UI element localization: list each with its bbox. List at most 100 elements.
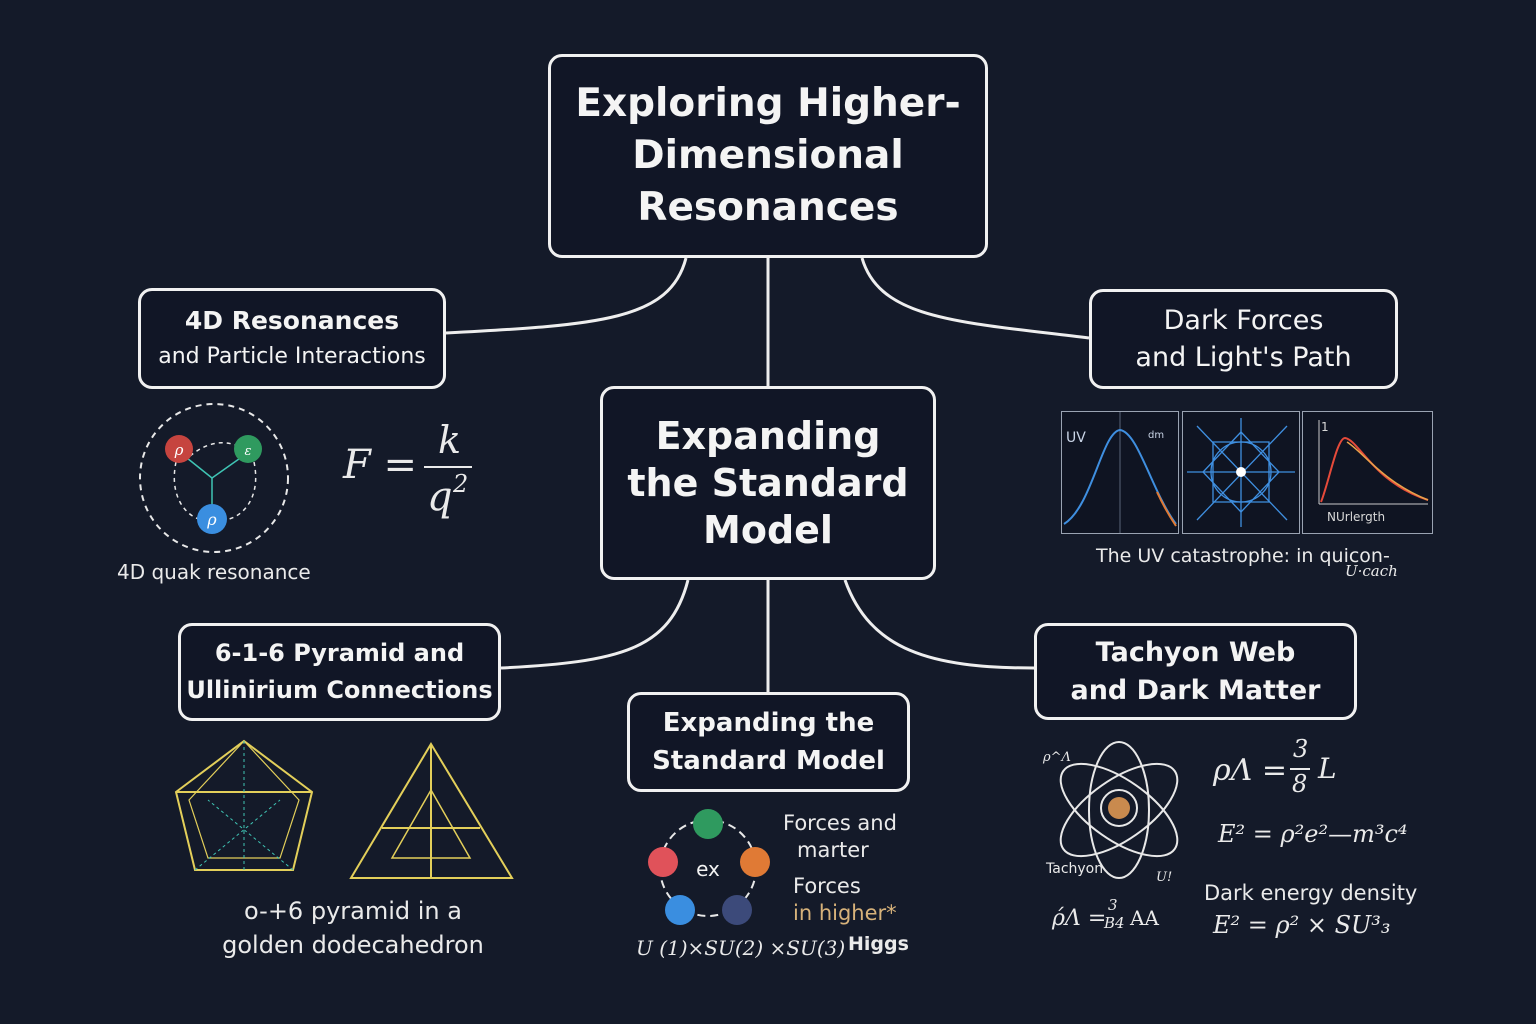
center-line-2: the Standard: [627, 460, 909, 505]
dodecahedron-inner: [188, 740, 300, 859]
connectors: [445, 257, 1090, 692]
uv-plot-curve: [1063, 428, 1177, 525]
standard-model-line-1: Expanding the: [662, 708, 875, 738]
quark-link-left: [173, 461, 206, 521]
uv-plot-tail: [1156, 491, 1177, 527]
tachyon-line-1: Tachyon Web: [1095, 636, 1296, 668]
forces-matter-text: Forces and marter: [783, 810, 897, 864]
spectrum-thumbnail: 1 NUrlergth: [1302, 411, 1433, 534]
eq3-lhs: ρ́Λ =: [1052, 906, 1107, 931]
forces-higher-line-1: Forces: [793, 874, 861, 898]
center-node: Expanding the Standard Model: [600, 386, 936, 580]
higgs-label: Higgs: [848, 933, 909, 955]
center-line-1: Expanding: [655, 413, 881, 458]
atom-label-top: ρ^Λ: [1043, 750, 1071, 765]
formula-lhs: F =: [343, 442, 417, 488]
standard-model-line-2: Standard Model: [652, 746, 885, 776]
eq1-num: 3: [1293, 735, 1309, 763]
star-circle: [1210, 441, 1272, 503]
atom-orbit-1: [1059, 762, 1179, 858]
resonance-dashed-circle: [139, 403, 289, 553]
particle-red: [648, 847, 678, 877]
atom-orbit-3: [1088, 741, 1150, 879]
eq1-rhs: L: [1318, 752, 1337, 785]
resonances-4d-node: 4D Resonances and Particle Interactions: [138, 288, 446, 389]
connector-center-pyramid: [500, 579, 690, 670]
pyramid-caption: o-+6 pyramid in a golden dodecahedron: [218, 894, 488, 962]
tachyon-node: Tachyon Web and Dark Matter: [1034, 623, 1357, 720]
particle-blue: [665, 895, 695, 925]
formula-fraction-bar: [424, 466, 472, 468]
spectrum-plot: [1318, 420, 1429, 505]
star-core: [1236, 467, 1246, 477]
quark-resonance-diagram: ρ ε ρ: [139, 403, 289, 553]
pyramid-caption-line-2: golden dodecahedron: [222, 931, 484, 959]
atom-label: Tachyon: [1046, 861, 1104, 877]
green-quark-label: ε: [245, 444, 252, 459]
blue-quark-label: ρ: [206, 510, 217, 529]
particle-orange: [740, 847, 770, 877]
dodecahedron-diagonal-2: [207, 799, 294, 871]
atom-nucleus: [1108, 797, 1130, 819]
quark-link-right: [221, 461, 257, 521]
atom-orbit-2: [1059, 762, 1179, 858]
gauge-group: U (1)×SU(2) ×SU(3): [636, 936, 846, 960]
dark-forces-caption-2: U·cach: [1345, 562, 1398, 580]
star-web-thumbnail: [1182, 411, 1300, 534]
atom-label-bottom: U!: [1156, 870, 1173, 885]
eq1-fraction-bar: [1290, 768, 1310, 770]
eq1-den: 8: [1292, 770, 1308, 798]
pyramid-line-1: 6-1-6 Pyramid and: [214, 639, 465, 667]
formula-exponent: 2: [453, 470, 469, 498]
resonances-4d-line-2: and Particle Interactions: [158, 343, 426, 369]
uv-plot: [1063, 412, 1177, 533]
dark-forces-line-1: Dark Forces: [1163, 305, 1324, 336]
red-quark-label: ρ: [174, 441, 184, 459]
blue-quark: [197, 504, 227, 534]
pyramid-figure: [349, 742, 514, 879]
eq4: E² = ρ² × SU³₃: [1213, 911, 1391, 939]
title-node: Exploring Higher- Dimensional Resonances: [548, 54, 988, 258]
dark-forces-node: Dark Forces and Light's Path: [1089, 289, 1398, 389]
particle-navy: [722, 895, 752, 925]
title-line-2: Dimensional: [632, 133, 904, 178]
title-line-1: Exploring Higher-: [575, 81, 961, 126]
tachyon-atom: [1059, 741, 1179, 879]
pyramid-node: 6-1-6 Pyramid and Ullinirium Connections: [178, 623, 501, 721]
forces-higher-line-2: in higher*: [793, 901, 897, 925]
uv-plot-thumbnail: UV dm: [1061, 411, 1179, 534]
pyramid-caption-line-1: o-+6 pyramid in a: [244, 897, 462, 925]
formula-numerator: k: [438, 418, 462, 462]
particle-green: [693, 809, 723, 839]
red-quark: [165, 435, 193, 463]
particle-ring: ex: [648, 809, 770, 925]
spectrum-curve-2: [1346, 441, 1429, 501]
connector-title-darkforces: [860, 257, 1090, 340]
star-diamond: [1202, 431, 1280, 513]
center-line-3: Model: [703, 507, 833, 552]
spectrum-curve: [1320, 436, 1429, 503]
dark-forces-line-2: and Light's Path: [1135, 342, 1352, 373]
connector-center-tachyon: [843, 579, 1035, 670]
eq1-lhs: ρΛ =: [1213, 753, 1287, 788]
pyramid-line-2: Ullinirium Connections: [186, 676, 493, 704]
uv-plot-label-dm: dm: [1148, 430, 1165, 441]
dark-forces-caption: The UV catastrophe: in quicon-: [1096, 545, 1390, 567]
star-web-plot: [1187, 418, 1295, 527]
standard-model-node: Expanding the Standard Model: [627, 692, 910, 792]
tachyon-line-2: and Dark Matter: [1070, 674, 1321, 706]
resonances-4d-line-1: 4D Resonances: [184, 305, 400, 335]
dodecahedron-figure: [174, 739, 314, 871]
eq3-num: 3: [1108, 896, 1118, 914]
eq3-den: B4: [1104, 914, 1125, 932]
forces-matter-line-1: Forces and: [783, 811, 897, 835]
title-line-3: Resonances: [637, 185, 899, 230]
resonance-caption: 4D quak resonance: [117, 560, 311, 584]
connector-title-4d: [445, 257, 688, 335]
particle-ring-label: ex: [696, 857, 720, 881]
formula-denominator: q: [427, 474, 453, 520]
eq3-rhs: AA: [1130, 906, 1159, 930]
spectrum-label-bottom: NUrlergth: [1327, 510, 1386, 524]
forces-higher-text: Forces in higher*: [793, 873, 897, 927]
